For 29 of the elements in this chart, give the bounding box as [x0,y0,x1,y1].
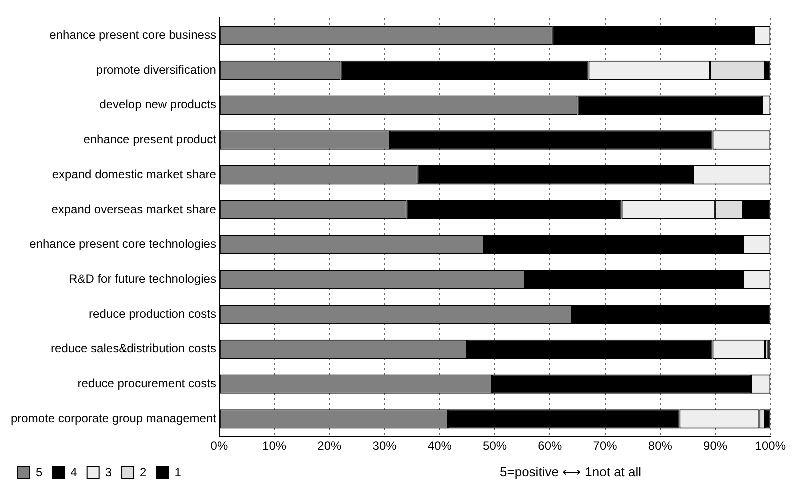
y-tick-label: expand overseas market share [52,202,217,216]
y-tick-label: promote diversification [96,62,216,77]
y-tick-label: develop new products [100,98,216,112]
x-tick-label: 90% [704,439,728,454]
y-tick-label: R&D for future technologies [69,272,216,286]
text: 5=positive ⟷ 1not at all [500,464,642,480]
legend-label: 4 [70,465,78,480]
x-tick-label: 60% [538,439,563,454]
x-tick-label: 70% [593,439,618,454]
y-tick-label: reduce production costs [89,306,216,321]
y-tick-label: expand domestic market share [52,167,217,182]
x-tick-label: 40% [428,439,452,454]
x-tick-label: 30% [372,439,398,454]
x-tick-label: 20% [318,439,342,454]
x-tick-label: 50% [483,439,508,454]
legend-label: 3 [105,465,112,480]
y-tick-label: reduce sales&distribution costs [51,342,216,356]
x-tick-label: 100% [755,439,786,454]
y-tick-label: enhance present core technologies [30,237,216,252]
legend-label: 1 [174,465,182,480]
x-tick-label: 0% [210,439,228,454]
y-tick-label: reduce procurement costs [78,376,216,391]
y-tick-label: enhance present core business [50,28,216,42]
y-tick-label: enhance present product [84,132,218,147]
legend-label: 5 [36,465,43,480]
y-tick-label: promote corporate group management [11,411,218,426]
x-tick-label: 80% [648,439,673,454]
legend-label: 2 [140,465,148,480]
x-tick-label: 10% [262,439,287,454]
